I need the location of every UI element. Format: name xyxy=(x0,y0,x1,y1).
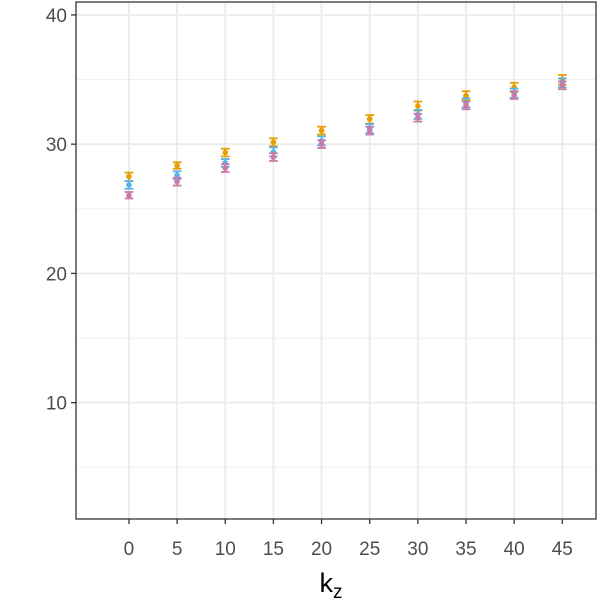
data-point xyxy=(174,172,180,178)
data-point xyxy=(270,139,277,146)
data-point xyxy=(366,116,373,122)
x-tick-label: 25 xyxy=(359,539,380,560)
x-tick-label: 5 xyxy=(172,539,183,560)
data-point xyxy=(415,103,421,109)
data-point xyxy=(463,102,469,109)
series-3 xyxy=(124,80,567,200)
data-point xyxy=(174,162,180,169)
data-point xyxy=(270,154,277,160)
y-tick-label: 30 xyxy=(46,135,67,156)
x-tick-label: 35 xyxy=(455,539,476,560)
x-tick-label: 15 xyxy=(263,539,284,560)
x-axis-title-main: k xyxy=(320,568,334,598)
x-tick-label: 40 xyxy=(504,539,525,560)
data-point xyxy=(318,127,325,134)
data-point xyxy=(318,141,325,147)
data-marks xyxy=(124,74,567,200)
panel-border xyxy=(75,1,597,520)
x-axis-title-subscript: z xyxy=(333,582,343,601)
x-tick-label: 20 xyxy=(311,539,332,560)
data-point xyxy=(511,92,517,98)
x-tick-label: 0 xyxy=(124,539,135,560)
axes: 10 20 30 40 0 5 10 15 20 25 30 35 40 45 xyxy=(46,6,573,560)
data-point xyxy=(222,165,229,171)
data-point xyxy=(415,114,421,121)
y-tick-label: 40 xyxy=(46,6,67,27)
data-point xyxy=(559,82,566,89)
x-tick-label: 30 xyxy=(407,539,428,560)
data-point xyxy=(366,127,373,134)
x-tick-label: 45 xyxy=(552,539,573,560)
data-point xyxy=(463,92,469,99)
series-1 xyxy=(124,74,567,182)
data-point xyxy=(222,149,229,156)
data-point xyxy=(126,182,132,188)
x-tick-label: 10 xyxy=(215,539,236,560)
grid xyxy=(76,2,596,519)
x-axis-title: kz xyxy=(320,568,343,601)
y-tick-label: 10 xyxy=(46,394,67,415)
y-tick-label: 20 xyxy=(46,264,67,285)
series-2 xyxy=(124,77,567,190)
data-point xyxy=(126,173,132,180)
data-point xyxy=(174,178,180,185)
data-point xyxy=(126,192,132,199)
